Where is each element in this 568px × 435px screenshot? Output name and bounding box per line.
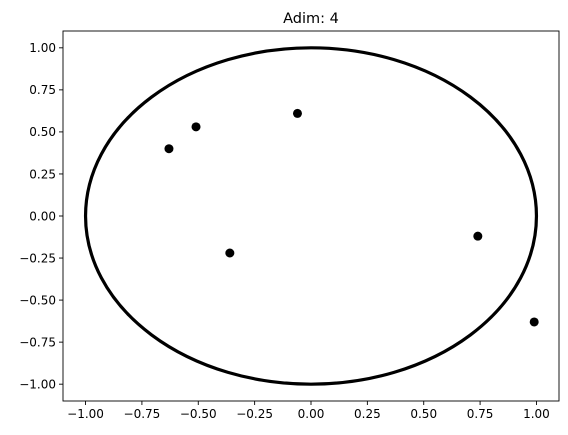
y-tick-label: −0.25 — [19, 251, 56, 265]
data-point — [191, 122, 201, 132]
y-tick-label: 1.00 — [29, 41, 56, 55]
x-tick-label: 1.00 — [523, 407, 550, 421]
x-tick-label: 0.25 — [354, 407, 381, 421]
y-tick-label: 0.25 — [29, 167, 56, 181]
data-point — [164, 144, 174, 154]
y-tick-label: 0.75 — [29, 83, 56, 97]
x-tick-label: 0.75 — [467, 407, 494, 421]
data-point — [529, 317, 539, 327]
plot-area — [83, 46, 539, 386]
x-tick-label: 0.50 — [410, 407, 437, 421]
y-tick-label: −0.75 — [19, 335, 56, 349]
x-tick-label: −0.25 — [236, 407, 273, 421]
unit-circle — [83, 46, 539, 386]
y-tick-label: 0.50 — [29, 125, 56, 139]
y-tick-label: 0.00 — [29, 209, 56, 223]
x-axis: −1.00 −0.75 −0.50 −0.25 0.00 0.25 0.50 0.75 1.00 — [67, 401, 550, 421]
y-tick-label: −0.50 — [19, 293, 56, 307]
y-axis: −1.00 −0.75 −0.50 −0.25 0.00 0.25 0.50 0.75 1.00 — [19, 41, 63, 391]
x-tick-label: −0.75 — [124, 407, 161, 421]
x-tick-label: −1.00 — [67, 407, 104, 421]
x-tick-label: −0.50 — [180, 407, 217, 421]
y-tick-label: −1.00 — [19, 377, 56, 391]
data-point — [292, 108, 302, 118]
axes-frame — [62, 30, 560, 402]
data-point — [473, 231, 483, 241]
data-point — [225, 248, 235, 258]
x-tick-label: 0.00 — [298, 407, 325, 421]
chart-title: Adim: 4 — [283, 11, 339, 27]
